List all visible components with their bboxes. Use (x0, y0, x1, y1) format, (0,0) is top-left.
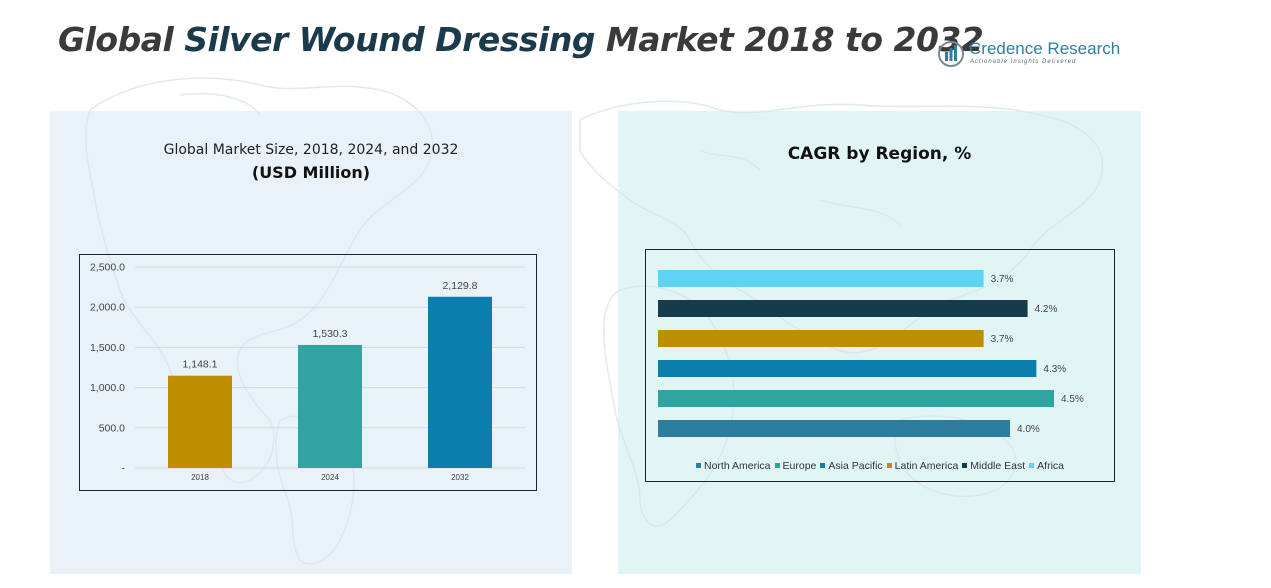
legend-item: Africa (1029, 460, 1064, 472)
hbar-europe (658, 390, 1054, 407)
legend-swatch (1029, 463, 1035, 468)
market-size-unit: (USD Million) (251, 163, 371, 182)
market-size-subtitle: Global Market Size, 2018, 2024, and 2032 (163, 142, 459, 158)
y-tick-label: 2,500.0 (90, 262, 125, 274)
legend-swatch (820, 463, 826, 468)
x-tick-label: 2018 (191, 473, 209, 482)
legend-item: Latin America (886, 460, 959, 472)
bar-2024 (298, 344, 362, 468)
hbar-value-label: 4.3% (1043, 364, 1066, 375)
legend-swatch (886, 463, 892, 468)
legend-swatch (774, 463, 780, 468)
legend-label: Asia Pacific (828, 460, 883, 472)
bar-value-label: 2,129.8 (442, 280, 477, 292)
legend-label: Africa (1037, 460, 1064, 472)
hbar-north-america (658, 420, 1010, 437)
bar-value-label: 1,530.3 (312, 328, 347, 340)
hbar-middle-east (658, 300, 1028, 317)
legend-swatch (962, 463, 968, 468)
y-tick-label: 1,000.0 (90, 382, 125, 394)
market-size-chart: - 500.0 1,000.0 1,500.0 2,000.0 2,500.0 1,148.… (79, 254, 537, 491)
legend-item: North America (696, 460, 771, 472)
cagr-title: CAGR by Region, % (787, 144, 972, 164)
legend-item: Asia Pacific (820, 460, 883, 472)
logo-tagline: Actionable Insights Delivered (970, 59, 1077, 65)
cagr-chart: 3.7% 4.2% 3.7% 4.3% 4.5% 4.0% North America Eu… (645, 249, 1115, 482)
bar-2032 (428, 296, 492, 468)
legend-label: Europe (782, 460, 817, 472)
market-size-bar-chart: - 500.0 1,000.0 1,500.0 2,000.0 2,500.0 1,148.… (90, 262, 525, 482)
y-tick-label: 2,000.0 (90, 302, 125, 314)
y-tick-label: - (122, 463, 126, 475)
hbar-value-label: 4.5% (1061, 394, 1084, 405)
credence-bars-logo-icon (938, 41, 964, 67)
x-tick-label: 2024 (321, 473, 339, 482)
x-tick-label: 2032 (451, 473, 469, 482)
bar-2018 (168, 375, 232, 468)
page-title: Global Silver Wound Dressing Market 2018… (58, 20, 984, 59)
logo-name: Credence Research (969, 39, 1121, 58)
hbar-value-label: 4.0% (1017, 424, 1040, 435)
legend-label: Middle East (970, 460, 1026, 472)
y-tick-label: 500.0 (99, 422, 125, 434)
bar-value-label: 1,148.1 (182, 359, 217, 371)
legend-swatch (696, 463, 701, 468)
legend-item: Middle East (962, 460, 1025, 472)
hbar-africa (658, 270, 984, 287)
cagr-horizontal-bar-chart: 3.7% 4.2% 3.7% 4.3% 4.5% 4.0% (658, 270, 1084, 437)
legend-label: North America (704, 460, 771, 472)
hbar-value-label: 4.2% (1035, 304, 1058, 315)
hbar-value-label: 3.7% (991, 274, 1014, 285)
hbar-latin-america (658, 330, 984, 347)
y-tick-label: 1,500.0 (90, 342, 125, 354)
hbar-asia-pacific (658, 360, 1037, 377)
legend-label: Latin America (894, 460, 959, 472)
legend-item: Europe (774, 460, 817, 472)
cagr-legend: North America Europe Asia Pacific Latin Ame… (646, 460, 1114, 472)
hbar-value-label: 3.7% (991, 334, 1014, 345)
credence-research-logo: Credence Research Actionable Insights De… (937, 38, 1127, 72)
